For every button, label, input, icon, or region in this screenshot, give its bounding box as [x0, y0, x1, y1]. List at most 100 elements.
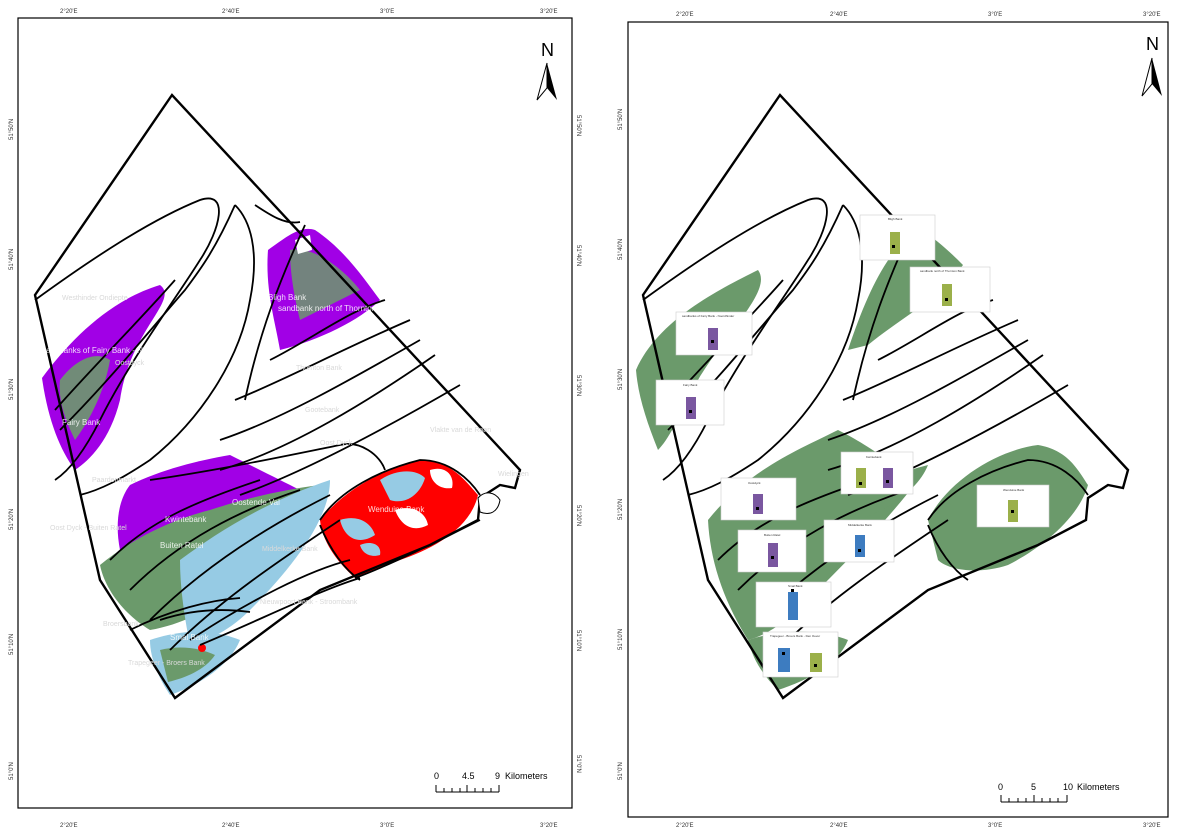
svg-text:2°20'E: 2°20'E	[676, 12, 694, 18]
label-sandbanks-fairy-bank: sandbanks of Fairy Bank - Noordhinder	[42, 346, 182, 355]
mini-chart-middelkerke-bank: Middelkerke Bank	[823, 519, 895, 563]
left-longitude-labels-top: 2°20'E 2°40'E 3°0'E 3°20'E	[60, 9, 558, 15]
right-scale-mid: 5	[1031, 782, 1036, 792]
mini-chart-buiten-ratel: Buiten Ratel	[737, 529, 807, 573]
svg-text:2°40'E: 2°40'E	[222, 823, 240, 829]
svg-text:3°20'E: 3°20'E	[1143, 12, 1161, 18]
svg-text:51°40'N: 51°40'N	[618, 239, 624, 260]
mini-chart-wenduine-bank: Wenduine Bank	[976, 484, 1050, 528]
bligh-bank-green-patch	[290, 249, 360, 320]
left-sandbank-boundaries	[34, 197, 481, 651]
svg-text:Kwintebank: Kwintebank	[866, 455, 882, 459]
label-wielingen: Wielingen	[498, 471, 529, 478]
label-kwintebank: Kwintebank	[165, 515, 207, 524]
svg-text:3°0'E: 3°0'E	[380, 823, 394, 829]
right-scale-max: 10	[1063, 782, 1073, 792]
svg-text:3°20'E: 3°20'E	[540, 9, 558, 15]
svg-text:3°20'E: 3°20'E	[540, 823, 558, 829]
svg-text:2°20'E: 2°20'E	[60, 823, 78, 829]
svg-text:51°0'N: 51°0'N	[618, 762, 624, 780]
harbour-detail	[477, 492, 501, 514]
right-north-label: N	[1146, 34, 1159, 54]
label-sandbank-north-thornton: sandbank north of Thornton Bank	[278, 304, 398, 313]
mini-chart-kwintebank: Kwintebank	[840, 451, 914, 495]
label-oost-dyck-west: Oost Dyck	[320, 440, 353, 447]
left-map-panel: 2°20'E 2°40'E 3°0'E 3°20'E 2°20'E 2°40'E…	[0, 0, 590, 829]
svg-text:51°30'N: 51°30'N	[575, 375, 581, 396]
left-latitude-labels-right: 51°50'N 51°40'N 51°30'N 51°20'N 51°10'N …	[575, 115, 581, 773]
svg-text:51°20'N: 51°20'N	[575, 505, 581, 526]
wenduine-bank-habitat	[320, 460, 478, 578]
svg-text:51°20'N: 51°20'N	[618, 499, 624, 520]
trapegeer-green-patch	[160, 647, 215, 682]
left-map-labels: Bligh Bank sandbank north of Thornton Ba…	[42, 293, 529, 667]
wenduine-blue-2	[340, 518, 375, 540]
svg-text:51°50'N: 51°50'N	[618, 109, 624, 130]
right-north-arrow-right-half-icon	[1152, 58, 1162, 96]
svg-text:Smal Bank: Smal Bank	[788, 584, 803, 588]
svg-text:51°10'N: 51°10'N	[618, 629, 624, 650]
svg-text:Trapegeer - Broers Bank - Den: Trapegeer - Broers Bank - Den Oever	[770, 634, 820, 638]
right-study-area-outline	[641, 93, 1130, 700]
right-north-arrow: N	[1141, 34, 1162, 97]
svg-text:3°0'E: 3°0'E	[380, 9, 394, 15]
left-map-svg: 2°20'E 2°40'E 3°0'E 3°20'E 2°20'E 2°40'E…	[9, 9, 581, 829]
svg-text:Bligh Bank: Bligh Bank	[888, 217, 903, 221]
svg-text:2°20'E: 2°20'E	[60, 9, 78, 15]
label-gootebank: Gootebank	[305, 407, 340, 414]
svg-text:51°30'N: 51°30'N	[618, 369, 624, 390]
svg-text:51°10'N: 51°10'N	[9, 634, 15, 655]
wenduine-white-2	[430, 468, 453, 489]
svg-text:Wenduine Bank: Wenduine Bank	[1003, 488, 1025, 492]
svg-text:51°10'N: 51°10'N	[575, 630, 581, 651]
right-map-svg: 2°20'E 2°40'E 3°0'E 3°20'E 2°20'E 2°40'E…	[618, 12, 1169, 829]
label-oostdyck: Oostdyck	[115, 360, 145, 367]
right-map-panel: 2°20'E 2°40'E 3°0'E 3°20'E 2°20'E 2°40'E…	[598, 0, 1177, 829]
left-scale-max: 9	[495, 771, 500, 781]
mini-chart-bligh-bank: Bligh Bank	[859, 214, 936, 261]
label-trapegeer: Trapegeer - Broers Bank	[128, 660, 205, 667]
left-scale-mid: 4.5	[462, 771, 475, 781]
right-scale-unit: Kilometers	[1077, 782, 1120, 792]
label-oostende-val: Oostende Val	[232, 498, 280, 507]
svg-text:3°0'E: 3°0'E	[988, 12, 1002, 18]
svg-text:51°50'N: 51°50'N	[9, 119, 15, 140]
left-longitude-labels-bottom: 2°20'E 2°40'E 3°0'E 3°20'E	[60, 823, 558, 829]
trapegeer-red-spot	[198, 644, 206, 652]
mini-chart-smal-bank: Smal Bank	[755, 581, 832, 628]
svg-text:Oostdyck: Oostdyck	[748, 481, 761, 485]
mini-chart-sandbanks-fairy-bank: sandbanks of Fairy Bank - Noordhinder	[675, 311, 753, 356]
left-north-arrow: N	[536, 40, 557, 101]
mini-chart-trapegeer: Trapegeer - Broers Bank - Den Oever	[762, 631, 839, 678]
svg-text:51°40'N: 51°40'N	[9, 249, 15, 270]
svg-text:2°40'E: 2°40'E	[830, 823, 848, 829]
left-latitude-labels-left: 51°50'N 51°40'N 51°30'N 51°20'N 51°10'N …	[9, 119, 15, 780]
label-vlakte-raan: Vlakte van de Raan	[430, 427, 491, 434]
wenduine-blue-1	[380, 471, 425, 502]
middelkerke-habitat	[180, 480, 330, 645]
right-scale-bar: 0 5 10 Kilometers	[998, 782, 1120, 803]
label-buiten-ratel: Buiten Ratel	[160, 541, 204, 550]
mini-chart-fairy-bank: Fairy Bank	[655, 379, 725, 426]
label-wenduine-bank: Wenduine Bank	[368, 505, 425, 514]
left-study-area-outline	[33, 93, 522, 700]
svg-text:51°50'N: 51°50'N	[575, 115, 581, 136]
svg-text:51°40'N: 51°40'N	[575, 245, 581, 266]
left-scale-0: 0	[434, 771, 439, 781]
mini-chart-sandbank-north-thornton: sandbank north of Thornton Bank	[909, 266, 991, 313]
svg-text:Fairy Bank: Fairy Bank	[683, 383, 698, 387]
label-bligh-bank: Bligh Bank	[268, 293, 307, 302]
label-paardenmarkt: Paardenmarkt	[92, 477, 136, 484]
wenduine-white-1	[395, 508, 428, 529]
svg-text:3°0'E: 3°0'E	[988, 823, 1002, 829]
mini-chart-oostdyck: Oostdyck	[720, 477, 797, 521]
svg-text:2°40'E: 2°40'E	[830, 12, 848, 18]
svg-text:2°40'E: 2°40'E	[222, 9, 240, 15]
left-north-label: N	[541, 40, 554, 60]
label-thornton-bank: Thornton Bank	[296, 365, 342, 372]
label-fairy-bank: Fairy Bank	[62, 418, 101, 427]
svg-text:51°20'N: 51°20'N	[9, 509, 15, 530]
svg-text:2°20'E: 2°20'E	[676, 823, 694, 829]
right-longitude-labels-bottom: 2°20'E 2°40'E 3°0'E 3°20'E	[676, 823, 1161, 829]
svg-text:sandbanks of Fairy Bank - Noor: sandbanks of Fairy Bank - Noordhinder	[682, 314, 734, 318]
